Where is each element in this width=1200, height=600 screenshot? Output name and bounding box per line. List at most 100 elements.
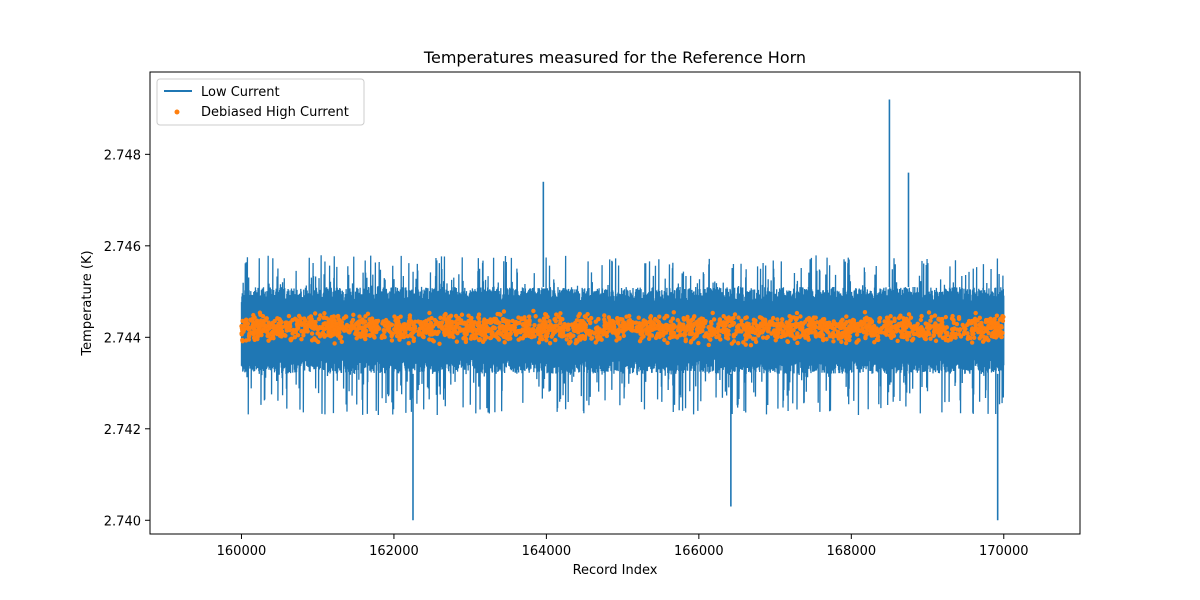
high-current-point (459, 328, 464, 333)
high-current-point (978, 329, 983, 335)
high-current-point (295, 321, 300, 326)
high-current-point (338, 321, 343, 327)
high-current-point (657, 334, 662, 340)
high-current-point (752, 321, 757, 326)
high-current-point (646, 336, 652, 342)
high-current-point (644, 328, 649, 333)
high-current-point (583, 315, 588, 320)
high-current-point (728, 319, 734, 324)
high-current-point (677, 324, 683, 329)
high-current-point (923, 321, 928, 326)
high-current-point (849, 319, 855, 325)
high-current-point (439, 320, 445, 325)
high-current-point (842, 321, 847, 327)
high-current-point (299, 328, 304, 334)
high-current-point (362, 335, 367, 340)
high-current-point (765, 334, 770, 340)
high-current-point (748, 325, 753, 330)
high-current-point (627, 320, 632, 325)
high-current-point (678, 332, 683, 337)
high-current-point (594, 326, 600, 332)
high-current-point (615, 318, 621, 324)
x-tick-label: 162000 (369, 544, 419, 559)
x-tick-label: 170000 (979, 544, 1029, 559)
high-current-point (552, 317, 557, 322)
high-current-point (506, 336, 511, 342)
high-current-point (743, 337, 749, 342)
high-current-point (321, 315, 326, 320)
high-current-point (862, 310, 868, 315)
high-current-point (547, 318, 552, 324)
high-current-point (373, 318, 379, 324)
high-current-point (802, 329, 808, 334)
high-current-point (381, 328, 386, 333)
high-current-point (877, 319, 882, 324)
high-current-point (564, 337, 569, 342)
high-current-point (553, 337, 558, 343)
high-current-point (313, 319, 318, 325)
high-current-point (356, 334, 361, 339)
high-current-point (716, 321, 721, 327)
high-current-point (621, 333, 626, 339)
high-current-point (322, 326, 327, 332)
high-current-point (994, 328, 999, 333)
high-current-point (973, 322, 978, 327)
high-current-point (283, 320, 288, 325)
high-current-point (312, 311, 318, 316)
high-current-point (557, 327, 563, 332)
high-current-point (302, 316, 307, 321)
high-current-point (743, 342, 748, 347)
high-current-point (671, 310, 676, 315)
high-current-point (573, 341, 578, 346)
high-current-point (274, 329, 279, 334)
high-current-point (688, 340, 694, 345)
high-current-point (501, 309, 507, 314)
high-current-point (824, 320, 829, 326)
high-current-point (824, 326, 830, 331)
high-current-point (544, 334, 549, 339)
high-current-point (944, 325, 950, 330)
high-current-point (469, 315, 474, 321)
high-current-point (319, 331, 325, 337)
high-current-point (542, 311, 548, 317)
high-current-point (312, 325, 317, 331)
high-current-point (726, 328, 731, 333)
high-current-point (929, 314, 934, 320)
x-tick-label: 166000 (674, 544, 724, 559)
high-current-point (331, 314, 336, 319)
high-current-point (322, 311, 327, 316)
high-current-point (334, 321, 339, 326)
high-current-point (806, 337, 811, 342)
high-current-point (305, 322, 310, 327)
high-current-point (356, 323, 361, 328)
high-current-point (750, 329, 755, 335)
x-tick-label: 168000 (826, 544, 876, 559)
high-current-point (464, 324, 469, 329)
high-current-point (240, 338, 245, 344)
high-current-point (437, 341, 442, 346)
high-current-point (940, 335, 946, 341)
high-current-point (261, 320, 266, 325)
high-current-point (977, 322, 982, 327)
high-current-point (888, 314, 893, 319)
high-current-point (385, 320, 390, 325)
high-current-point (971, 335, 977, 340)
high-current-point (361, 327, 366, 333)
high-current-point (315, 327, 321, 332)
high-current-point (854, 340, 859, 345)
high-current-point (917, 332, 923, 338)
high-current-point (768, 320, 774, 326)
high-current-point (495, 335, 501, 341)
high-current-point (519, 316, 524, 321)
high-current-point (299, 322, 305, 328)
high-current-point (906, 318, 911, 323)
high-current-point (513, 319, 519, 325)
high-current-point (548, 322, 553, 327)
high-current-point (318, 313, 323, 318)
high-current-point (874, 337, 880, 342)
high-current-point (690, 324, 695, 329)
high-current-point (344, 327, 349, 333)
high-current-point (427, 332, 433, 337)
high-current-point (370, 330, 375, 336)
